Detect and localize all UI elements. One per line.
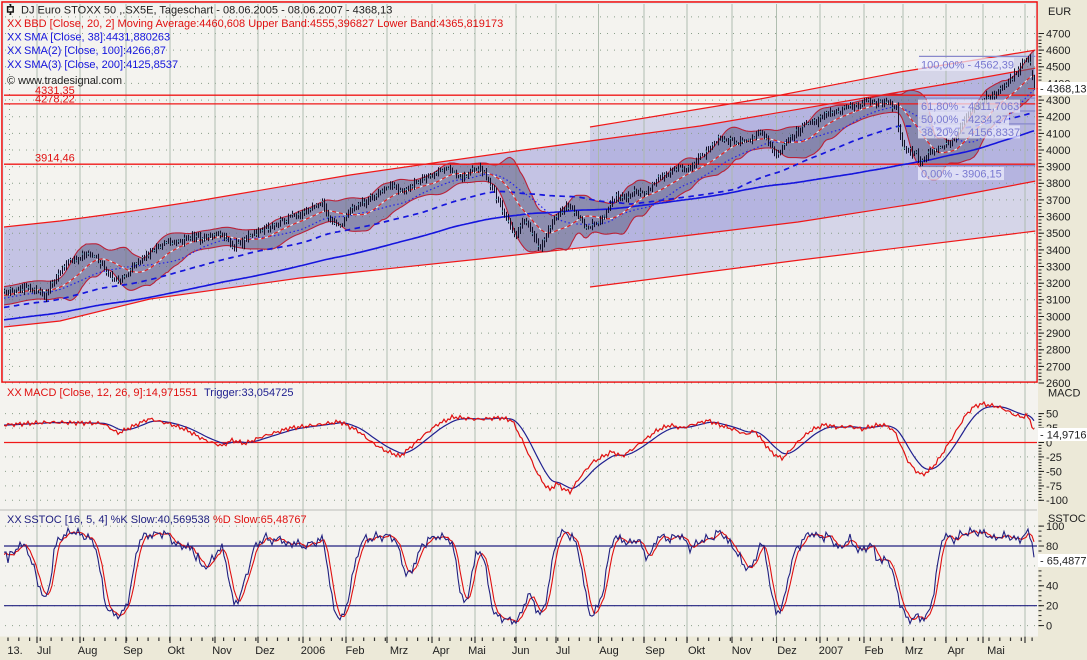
svg-text:38,20% - 4156,8337: 38,20% - 4156,8337	[921, 127, 1020, 139]
svg-text:2006: 2006	[301, 645, 325, 657]
svg-text:EUR: EUR	[1048, 6, 1071, 18]
svg-text:3200: 3200	[1046, 278, 1070, 290]
svg-text:-25: -25	[1046, 452, 1062, 464]
svg-text:Dez: Dez	[777, 645, 797, 657]
svg-text:100: 100	[1046, 521, 1064, 533]
svg-text:SSTOC [16, 5, 4] %K Slow:40,56: SSTOC [16, 5, 4] %K Slow:40,569538	[24, 514, 210, 526]
svg-text:3500: 3500	[1046, 228, 1070, 240]
svg-text:Mai: Mai	[468, 645, 486, 657]
svg-text:50: 50	[1046, 409, 1058, 421]
svg-text:4000: 4000	[1046, 145, 1070, 157]
svg-text:40: 40	[1046, 581, 1058, 593]
svg-text:0: 0	[1046, 437, 1052, 449]
svg-text:Aug: Aug	[599, 645, 619, 657]
svg-text:Mrz: Mrz	[905, 645, 923, 657]
svg-text:%D Slow:65,48767: %D Slow:65,48767	[213, 514, 307, 526]
svg-text:80: 80	[1046, 541, 1058, 553]
svg-text:4600: 4600	[1046, 45, 1070, 57]
svg-text:61,80% - 4311,7063: 61,80% - 4311,7063	[921, 101, 1019, 113]
svg-text:13.: 13.	[7, 645, 22, 657]
svg-text:0: 0	[1046, 621, 1052, 633]
svg-text:© www.tradesignal.com: © www.tradesignal.com	[7, 75, 122, 87]
svg-text:Okt: Okt	[167, 645, 184, 657]
svg-text:XX: XX	[7, 45, 22, 57]
svg-text:Dez: Dez	[255, 645, 275, 657]
svg-text:2900: 2900	[1046, 328, 1070, 340]
svg-text:XX: XX	[7, 31, 22, 43]
svg-text:4500: 4500	[1046, 62, 1070, 74]
svg-text:- 4368,13: - 4368,13	[1040, 84, 1086, 96]
svg-text:XX: XX	[7, 387, 22, 399]
svg-text:Nov: Nov	[212, 645, 232, 657]
svg-text:Aug: Aug	[78, 645, 98, 657]
svg-text:- 14,9716: - 14,9716	[1040, 429, 1086, 441]
svg-text:Mai: Mai	[987, 645, 1005, 657]
svg-text:XX: XX	[7, 18, 22, 30]
svg-text:- 65,4877: - 65,4877	[1040, 555, 1086, 567]
svg-text:3000: 3000	[1046, 311, 1070, 323]
svg-text:XX: XX	[7, 59, 22, 71]
svg-text:4300: 4300	[1046, 95, 1070, 107]
svg-text:MACD [Close, 12, 26, 9]:14,971: MACD [Close, 12, 26, 9]:14,971551	[24, 387, 198, 399]
svg-text:3300: 3300	[1046, 261, 1070, 273]
svg-text:4278,22: 4278,22	[35, 93, 75, 105]
svg-text:4700: 4700	[1046, 28, 1070, 40]
svg-text:Sep: Sep	[645, 645, 665, 657]
svg-text:Okt: Okt	[688, 645, 705, 657]
svg-text:-100: -100	[1046, 495, 1068, 507]
svg-text:3600: 3600	[1046, 212, 1070, 224]
svg-text:2700: 2700	[1046, 361, 1070, 373]
svg-text:DJ Euro STOXX 50 ,.SX5E, Tages: DJ Euro STOXX 50 ,.SX5E, Tageschart - 08…	[21, 4, 392, 16]
svg-text:-50: -50	[1046, 466, 1062, 478]
svg-text:3400: 3400	[1046, 245, 1070, 257]
svg-text:3800: 3800	[1046, 178, 1070, 190]
svg-text:Trigger:33,054725: Trigger:33,054725	[204, 387, 294, 399]
svg-text:20: 20	[1046, 601, 1058, 613]
svg-text:SSTOC: SSTOC	[1048, 513, 1086, 525]
svg-text:Nov: Nov	[732, 645, 752, 657]
svg-text:XX: XX	[7, 514, 22, 526]
svg-text:4200: 4200	[1046, 112, 1070, 124]
svg-text:2800: 2800	[1046, 345, 1070, 357]
svg-text:0,00% - 3906,15: 0,00% - 3906,15	[921, 169, 1002, 181]
svg-text:3900: 3900	[1046, 162, 1070, 174]
svg-text:Jun: Jun	[512, 645, 530, 657]
svg-text:BBD [Close, 20, 2] Moving Aver: BBD [Close, 20, 2] Moving Average:4460,6…	[24, 18, 503, 30]
svg-text:-75: -75	[1046, 481, 1062, 493]
svg-text:100,00% - 4562,39: 100,00% - 4562,39	[921, 59, 1014, 71]
svg-text:Feb: Feb	[346, 645, 365, 657]
svg-text:Sep: Sep	[123, 645, 143, 657]
svg-text:SMA(3) [Close, 200]:4125,8537: SMA(3) [Close, 200]:4125,8537	[24, 59, 178, 71]
svg-text:Apr: Apr	[947, 645, 964, 657]
svg-text:Feb: Feb	[865, 645, 884, 657]
svg-text:2600: 2600	[1046, 378, 1070, 390]
svg-text:50,00% - 4234,27: 50,00% - 4234,27	[921, 114, 1008, 126]
svg-text:SMA [Close, 38]:4431,880263: SMA [Close, 38]:4431,880263	[24, 31, 170, 43]
svg-text:3100: 3100	[1046, 295, 1070, 307]
svg-text:Mrz: Mrz	[390, 645, 408, 657]
svg-text:Apr: Apr	[432, 645, 449, 657]
svg-text:SMA(2) [Close, 100]:4266,87: SMA(2) [Close, 100]:4266,87	[24, 45, 166, 57]
svg-text:4100: 4100	[1046, 128, 1070, 140]
svg-text:3914,46: 3914,46	[35, 152, 75, 164]
svg-text:4331,35: 4331,35	[35, 85, 75, 97]
svg-text:2007: 2007	[819, 645, 843, 657]
svg-text:Jul: Jul	[556, 645, 570, 657]
svg-text:3700: 3700	[1046, 195, 1070, 207]
svg-text:Jul: Jul	[37, 645, 51, 657]
svg-text:MACD: MACD	[1048, 388, 1080, 400]
